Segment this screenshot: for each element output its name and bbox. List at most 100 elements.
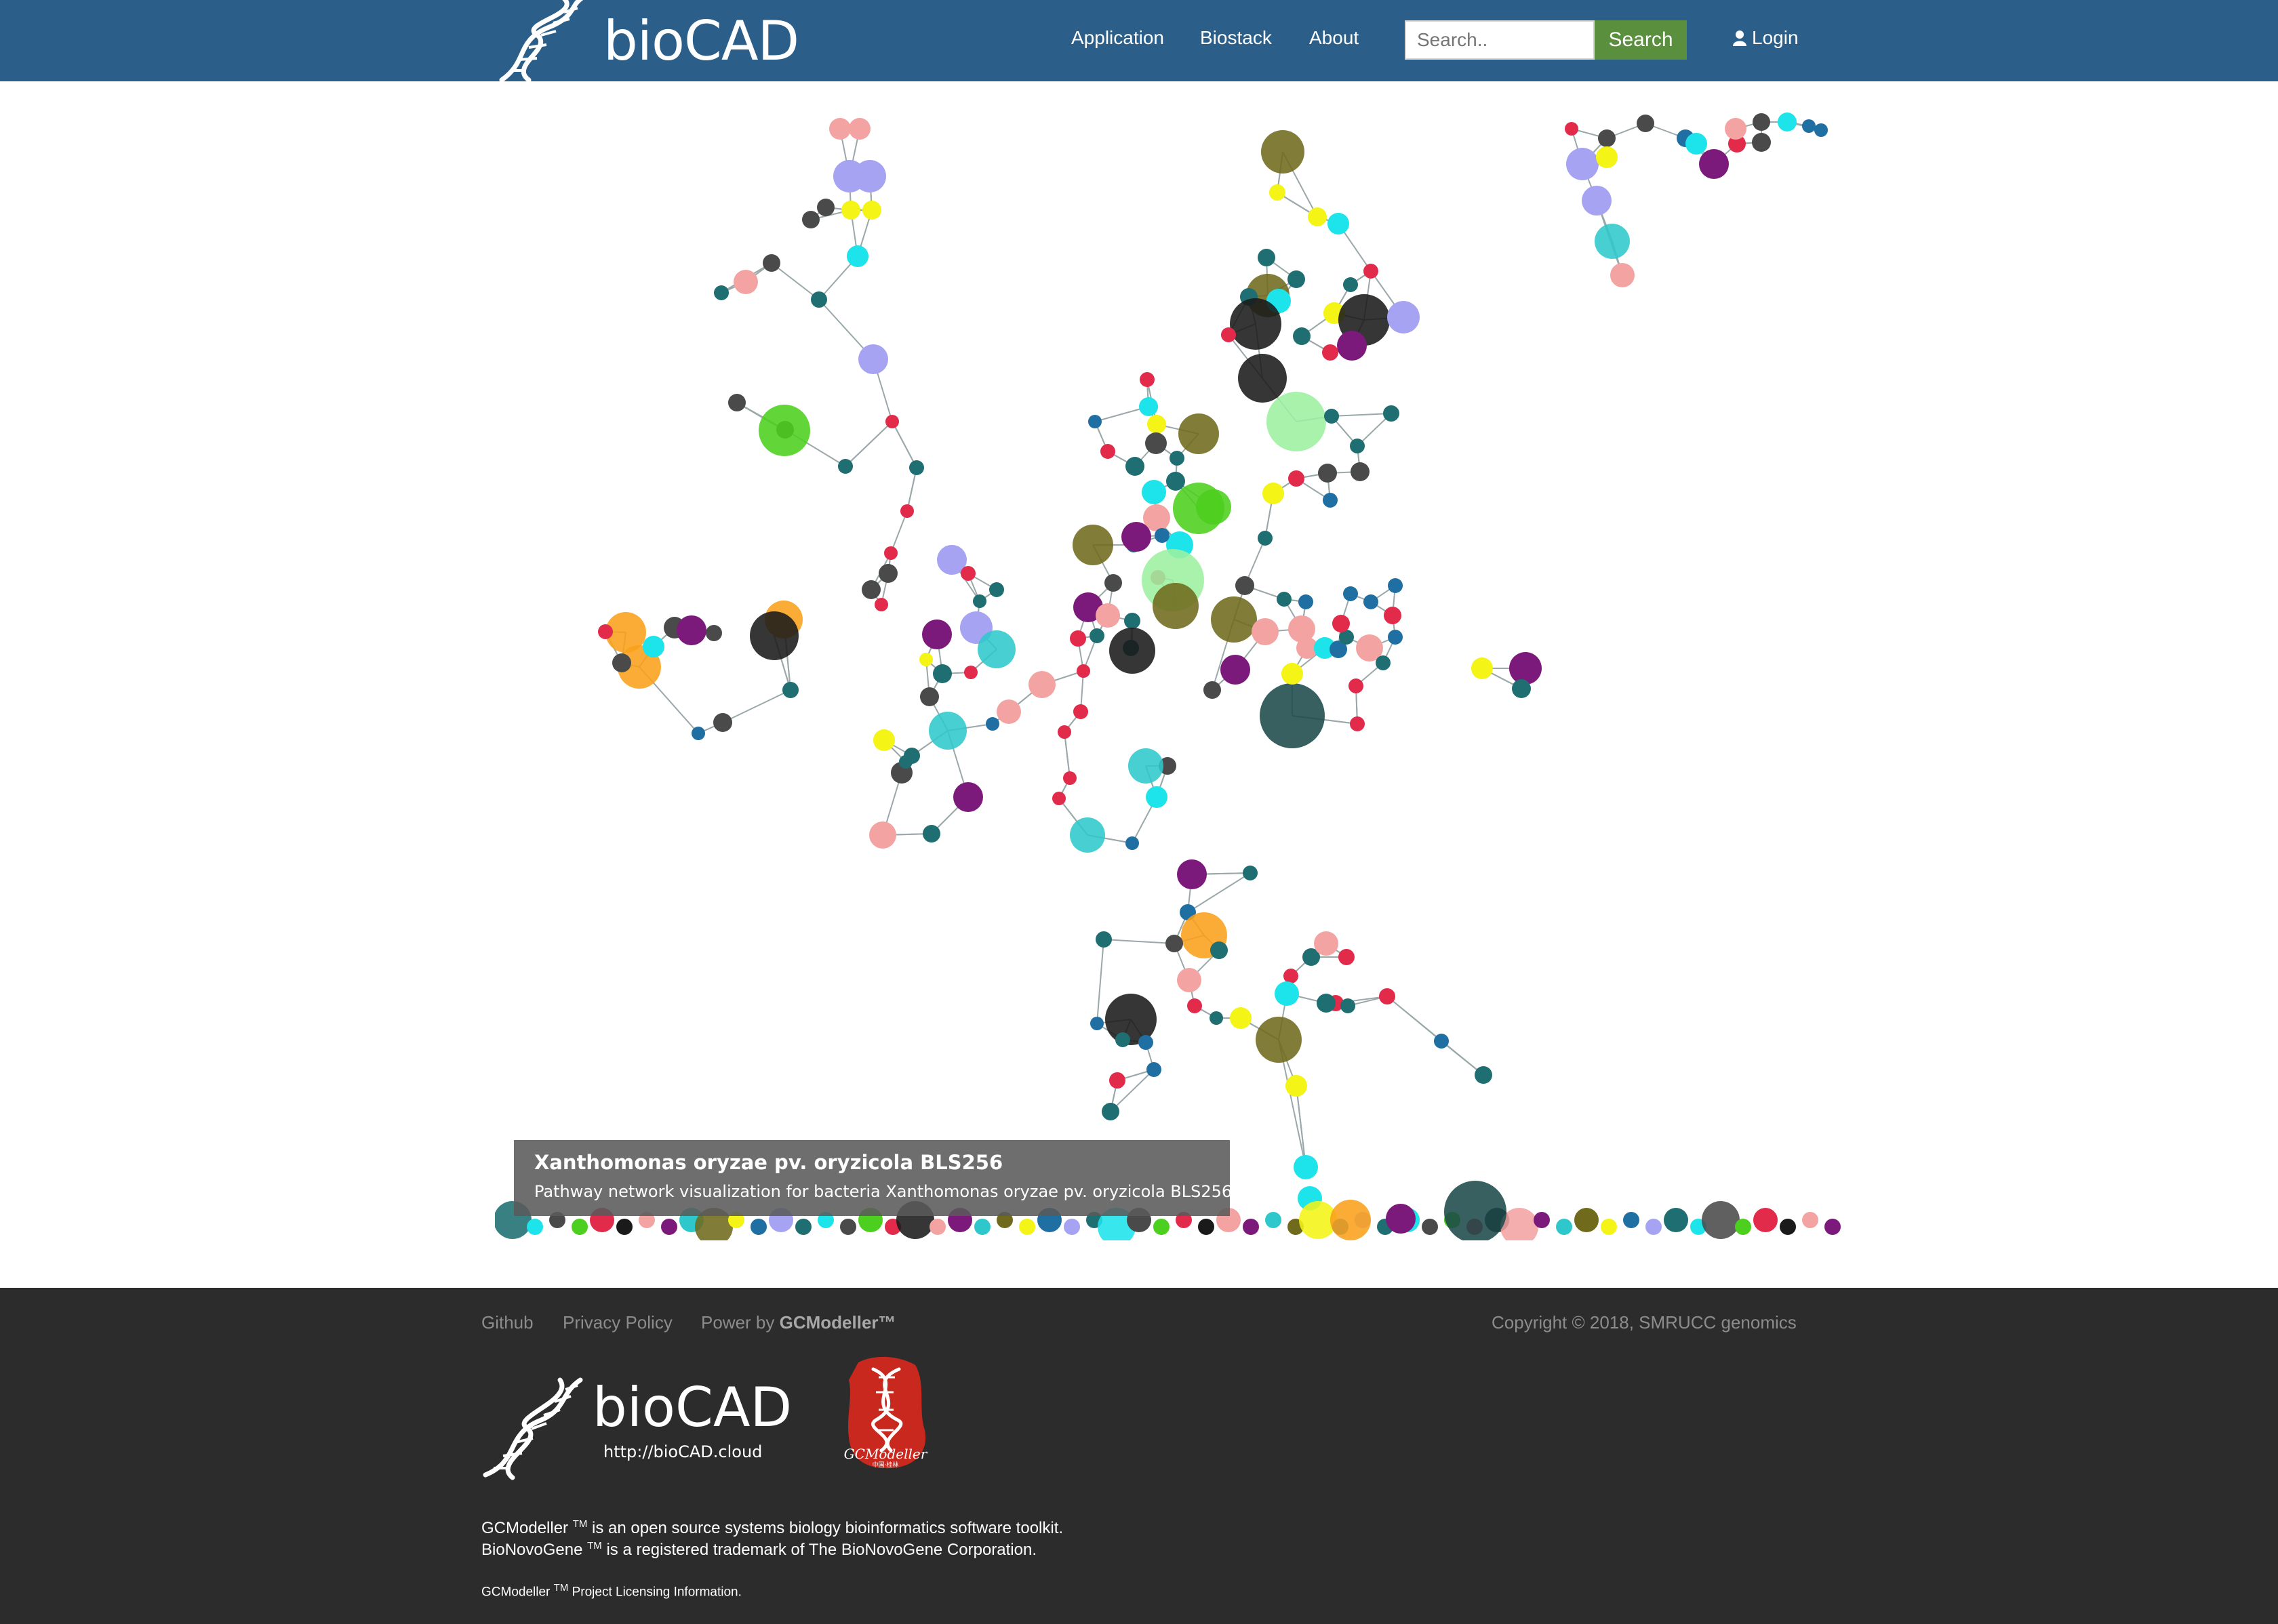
network-node[interactable] [1534, 1212, 1550, 1228]
network-node[interactable] [961, 566, 976, 581]
network-node[interactable] [1285, 1075, 1307, 1097]
network-node[interactable] [1509, 652, 1542, 685]
network-node[interactable] [1070, 817, 1105, 853]
network-node[interactable] [1143, 504, 1170, 531]
network-node[interactable] [1159, 757, 1176, 775]
network-node[interactable] [1471, 657, 1493, 679]
network-node[interactable] [841, 201, 860, 220]
network-node[interactable] [1444, 1181, 1506, 1240]
network-node[interactable] [1299, 1201, 1337, 1239]
network-node[interactable] [1314, 931, 1338, 956]
network-graph[interactable] [495, 102, 1862, 1240]
network-node[interactable] [1582, 186, 1612, 216]
network-node[interactable] [616, 1219, 633, 1235]
network-node[interactable] [829, 118, 851, 140]
network-node[interactable] [1340, 998, 1355, 1013]
network-node[interactable] [1664, 1208, 1688, 1232]
network-node[interactable] [858, 344, 888, 374]
network-node[interactable] [1058, 725, 1071, 739]
network-node[interactable] [862, 201, 881, 220]
network-node[interactable] [1623, 1212, 1639, 1228]
network-node[interactable] [1814, 123, 1828, 137]
network-node[interactable] [1556, 1219, 1572, 1235]
network-node[interactable] [1104, 574, 1122, 592]
network-node[interactable] [973, 594, 986, 608]
network-node[interactable] [986, 717, 999, 731]
network-node[interactable] [802, 211, 820, 228]
power-by-brand[interactable]: GCModeller™ [779, 1312, 896, 1333]
network-node[interactable] [818, 1212, 834, 1228]
network-node[interactable] [1155, 528, 1170, 543]
network-node[interactable] [1260, 683, 1325, 748]
network-node[interactable] [1780, 1219, 1796, 1235]
network-node[interactable] [1728, 135, 1746, 153]
network-node[interactable] [1330, 1200, 1371, 1240]
network-node[interactable] [728, 394, 746, 411]
network-node[interactable] [1102, 1103, 1119, 1120]
network-node[interactable] [1210, 941, 1228, 959]
network-node[interactable] [527, 1219, 543, 1235]
network-node[interactable] [1363, 264, 1378, 279]
network-node[interactable] [1210, 1011, 1223, 1025]
nav-about[interactable]: About [1309, 27, 1359, 48]
network-node[interactable] [1332, 615, 1350, 632]
network-node[interactable] [811, 291, 827, 308]
network-node[interactable] [1288, 615, 1315, 643]
login-link[interactable]: Login [1733, 27, 1799, 49]
network-node[interactable] [1124, 613, 1140, 629]
network-node[interactable] [782, 682, 799, 698]
network-node[interactable] [899, 755, 913, 769]
network-node[interactable] [1387, 301, 1420, 333]
network-node[interactable] [1566, 148, 1599, 180]
network-node[interactable] [1318, 464, 1337, 483]
network-node[interactable] [1298, 594, 1313, 609]
network-node[interactable] [1252, 618, 1279, 645]
network-node[interactable] [1098, 1208, 1136, 1240]
network-node[interactable] [1073, 525, 1113, 565]
network-node[interactable] [1177, 968, 1201, 992]
network-node[interactable] [1139, 397, 1158, 416]
network-node[interactable] [1350, 439, 1365, 453]
network-node[interactable] [1350, 716, 1365, 731]
network-node[interactable] [1752, 133, 1771, 152]
network-node[interactable] [1351, 462, 1370, 481]
network-node[interactable] [997, 1212, 1013, 1228]
network-node[interactable] [1475, 1066, 1492, 1084]
network-node[interactable] [1434, 1034, 1449, 1049]
network-node[interactable] [1386, 1204, 1416, 1234]
network-node[interactable] [692, 727, 705, 740]
network-node[interactable] [1266, 392, 1326, 451]
network-node[interactable] [997, 699, 1021, 724]
network-node[interactable] [605, 612, 646, 653]
network-node[interactable] [1109, 1072, 1125, 1089]
network-node[interactable] [1637, 115, 1654, 132]
network-node[interactable] [978, 630, 1016, 668]
network-node[interactable] [1090, 628, 1104, 643]
network-node[interactable] [1165, 935, 1183, 952]
footer-github-link[interactable]: Github [481, 1312, 534, 1333]
network-node[interactable] [1348, 678, 1363, 693]
network-node[interactable] [847, 245, 868, 267]
network-node[interactable] [1388, 578, 1403, 593]
network-node[interactable] [1317, 994, 1336, 1013]
network-node[interactable] [1115, 1032, 1130, 1047]
network-node[interactable] [1699, 149, 1729, 179]
network-node[interactable] [1824, 1219, 1841, 1235]
network-node[interactable] [1343, 586, 1358, 601]
network-node[interactable] [1028, 671, 1056, 698]
network-node[interactable] [1296, 637, 1318, 659]
network-node[interactable] [1322, 344, 1338, 361]
network-node[interactable] [884, 546, 898, 560]
network-node[interactable] [1283, 969, 1298, 983]
network-node[interactable] [1565, 122, 1578, 136]
network-node[interactable] [1146, 786, 1167, 808]
network-node[interactable] [1096, 931, 1112, 948]
network-node[interactable] [1073, 704, 1088, 719]
network-node[interactable] [929, 712, 967, 750]
network-node[interactable] [989, 582, 1004, 597]
network-node[interactable] [1125, 836, 1139, 850]
network-node[interactable] [1243, 1219, 1259, 1235]
licensing-info[interactable]: GCModeller TM Project Licensing Informat… [481, 1582, 742, 1600]
network-node[interactable] [1258, 249, 1275, 266]
network-node[interactable] [1293, 327, 1311, 345]
